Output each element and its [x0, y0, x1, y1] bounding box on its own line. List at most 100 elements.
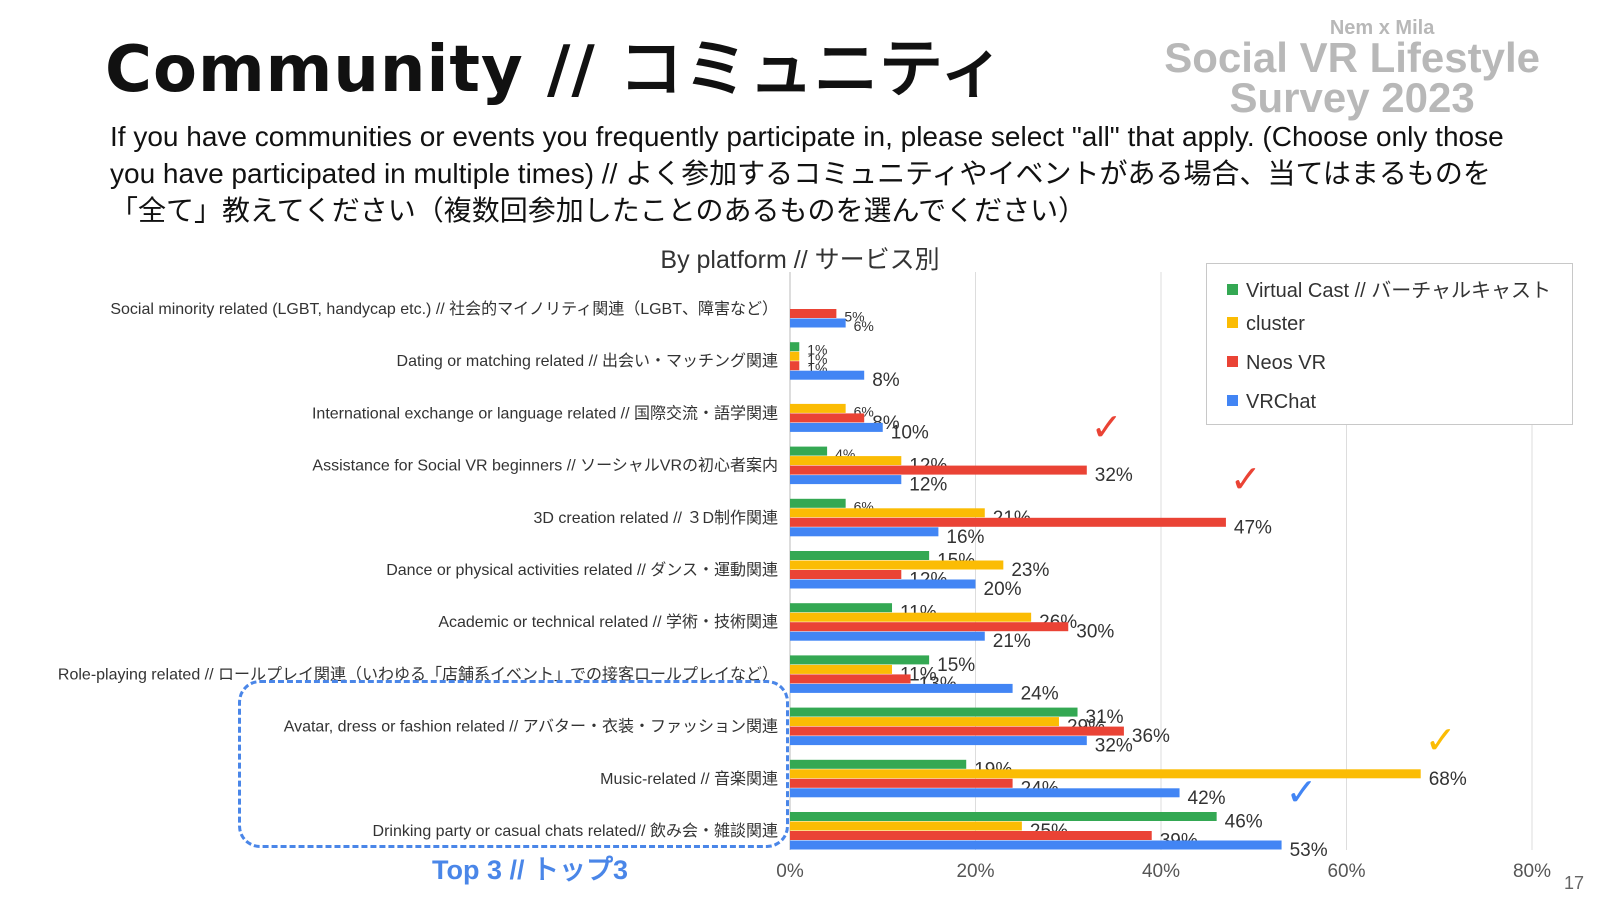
- bar: [790, 517, 1226, 527]
- legend-swatch-neos-vr: [1227, 356, 1238, 368]
- bar: [790, 498, 846, 508]
- legend-item-cluster: cluster: [1227, 313, 1305, 336]
- bar: [790, 309, 837, 318]
- bar: [790, 683, 1013, 693]
- category-label: Drinking party or casual chats related//…: [373, 822, 778, 840]
- data-label: 5%: [844, 309, 864, 325]
- x-tick-label: 20%: [956, 861, 994, 882]
- bar: [790, 318, 846, 328]
- x-tick-label: 40%: [1142, 861, 1180, 882]
- category-label: 3D creation related // ３D制作関連: [533, 509, 778, 527]
- bar: [790, 527, 939, 537]
- category-label: Academic or technical related // 学術・技術関連: [438, 613, 778, 631]
- bar: [790, 342, 800, 352]
- bar: [790, 551, 930, 560]
- bar: [790, 603, 893, 613]
- data-label: 23%: [1011, 560, 1049, 581]
- survey-brand: Nem x Mila Social VR Lifestyle Survey 20…: [1164, 17, 1540, 121]
- data-label: 31%: [1086, 707, 1124, 728]
- data-label: 36%: [1132, 726, 1170, 747]
- bar: [790, 508, 985, 518]
- data-label: 24%: [1021, 683, 1059, 704]
- data-label: 32%: [1095, 465, 1133, 486]
- legend-item-virtual-cast: Virtual Cast // バーチャルキャスト: [1227, 274, 1551, 303]
- brand-line-1: Nem x Mila: [1329, 17, 1435, 39]
- data-label: 12%: [909, 475, 947, 496]
- bar: [790, 759, 967, 769]
- bar: [790, 361, 800, 371]
- legend-item-neos-vr: Neos VR: [1227, 352, 1326, 375]
- top3-highlight-box: [238, 680, 789, 848]
- page-title: Community // コミュニティ: [105, 33, 1006, 107]
- bar: [790, 664, 893, 674]
- data-label: 32%: [1095, 736, 1133, 757]
- x-tick-label: 0%: [776, 861, 804, 882]
- bar: [790, 631, 985, 641]
- bar: [790, 812, 1217, 821]
- page-number: 17: [1563, 873, 1584, 893]
- bar: [790, 736, 1087, 746]
- data-label: 1%: [807, 342, 827, 358]
- bar: [790, 370, 865, 380]
- legend-label-cluster: cluster: [1246, 313, 1305, 335]
- brand-line-3: Survey 2023: [1229, 74, 1475, 121]
- bar: [790, 351, 800, 361]
- bar: [790, 622, 1069, 632]
- bar: [790, 612, 1032, 622]
- bar: [790, 475, 902, 485]
- bar: [790, 778, 1013, 788]
- bar: [790, 456, 902, 466]
- bar: [790, 674, 911, 684]
- legend-swatch-cluster: [1227, 317, 1238, 329]
- bar: [790, 465, 1087, 475]
- data-label: 20%: [984, 579, 1022, 600]
- bar: [790, 726, 1124, 736]
- x-tick-label: 60%: [1327, 861, 1365, 882]
- bar: [790, 570, 902, 579]
- data-label: 30%: [1076, 622, 1114, 643]
- data-label: 6%: [854, 318, 874, 334]
- question-text: If you have communities or events you fr…: [110, 121, 1504, 226]
- legend-swatch-vrchat: [1227, 395, 1238, 407]
- bar: [790, 560, 1004, 570]
- chart-legend: Virtual Cast // バーチャルキャスト cluster Neos V…: [1206, 263, 1573, 425]
- legend-swatch-virtual-cast: [1227, 284, 1238, 296]
- bar: [790, 840, 1282, 850]
- chart-title: By platform // サービス別: [660, 246, 940, 274]
- data-label: 8%: [872, 370, 900, 391]
- category-label: International exchange or language relat…: [312, 404, 778, 422]
- legend-label-neos-vr: Neos VR: [1246, 352, 1327, 374]
- data-label: 15%: [937, 655, 975, 676]
- checkmark-icon: ✓: [1090, 404, 1123, 449]
- brand-line-2: Social VR Lifestyle: [1164, 34, 1540, 81]
- data-label: 10%: [891, 422, 929, 443]
- bar: [790, 717, 1059, 727]
- bar: [790, 831, 1152, 840]
- category-label: Assistance for Social VR beginners // ソー…: [312, 457, 778, 475]
- x-tick-label: 80%: [1513, 861, 1551, 882]
- legend-item-vrchat: VRChat: [1227, 391, 1316, 414]
- data-label: 42%: [1188, 788, 1226, 809]
- checkmark-icon: ✓: [1285, 770, 1318, 814]
- bar: [790, 422, 883, 432]
- legend-label-vrchat: VRChat: [1246, 391, 1317, 413]
- bar: [790, 446, 828, 456]
- legend-label-virtual-cast: Virtual Cast // バーチャルキャスト: [1246, 280, 1552, 302]
- data-label: 46%: [1225, 812, 1263, 833]
- checkmark-icon: ✓: [1424, 717, 1457, 762]
- bar: [790, 821, 1022, 831]
- category-label: Music-related // 音楽関連: [600, 770, 778, 788]
- data-label: 16%: [946, 527, 984, 548]
- data-label: 1%: [807, 351, 827, 367]
- bar: [790, 655, 930, 665]
- bar: [790, 403, 846, 413]
- bar: [790, 769, 1421, 779]
- data-label: 47%: [1234, 517, 1272, 538]
- bar: [790, 579, 976, 589]
- category-label: Dance or physical activities related // …: [386, 561, 778, 579]
- bar: [790, 707, 1078, 717]
- data-label: 21%: [993, 631, 1031, 652]
- category-label: Social minority related (LGBT, handycap …: [110, 300, 778, 318]
- category-label: Dating or matching related // 出会い・マッチング関…: [397, 352, 778, 370]
